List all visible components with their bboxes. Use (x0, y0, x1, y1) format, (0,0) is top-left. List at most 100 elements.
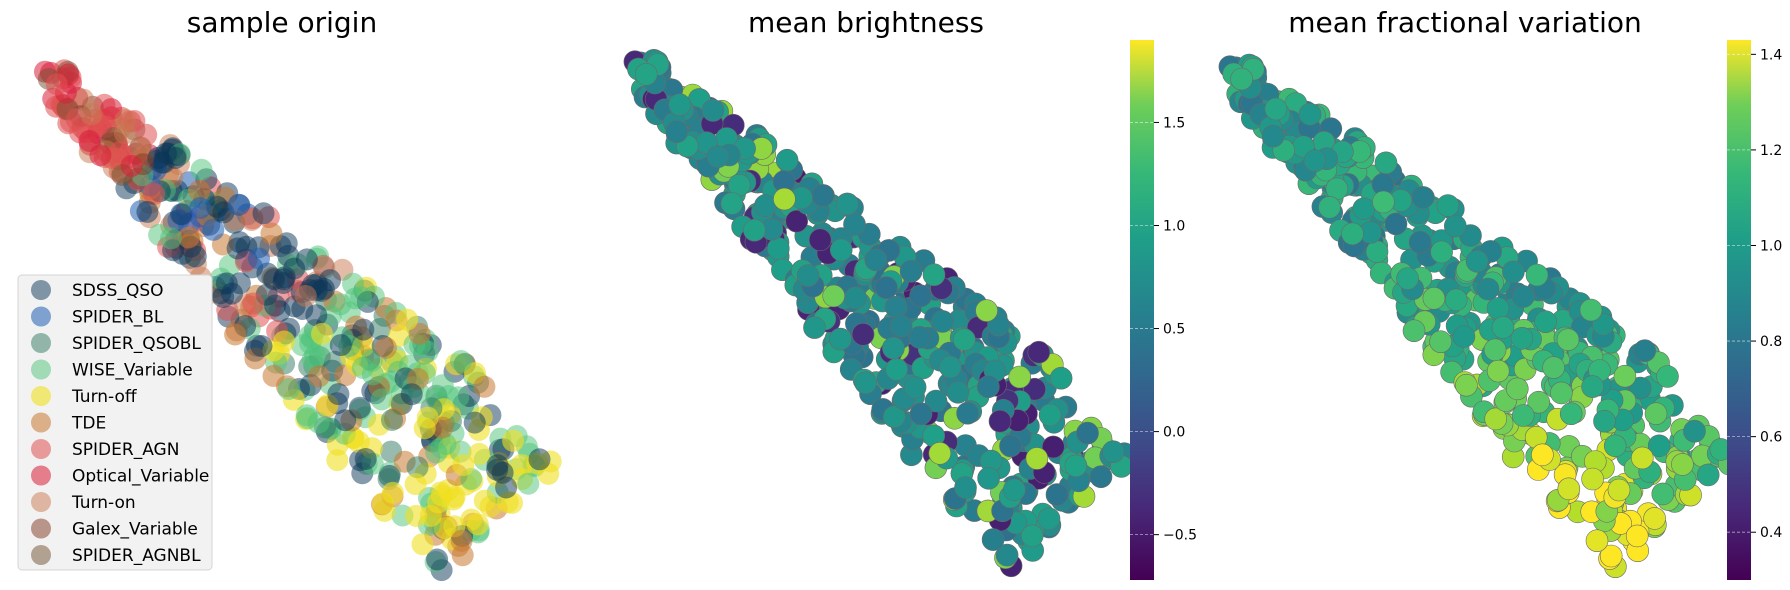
point (1557, 477, 1581, 501)
legend-marker (31, 492, 51, 512)
point (988, 409, 1012, 433)
point (307, 411, 330, 434)
point (1534, 310, 1557, 334)
point (120, 154, 143, 177)
point (851, 322, 875, 346)
point (450, 350, 472, 372)
legend-marker (31, 439, 51, 459)
legend-label: SPIDER_QSOBL (72, 334, 201, 354)
point (473, 489, 496, 512)
colorbar-tick-label: 0.6 (1760, 430, 1782, 446)
point (928, 441, 952, 465)
point (1683, 419, 1706, 443)
point (1038, 403, 1062, 427)
point (999, 434, 1022, 458)
point (1502, 260, 1525, 284)
point (1607, 478, 1631, 502)
point (426, 548, 449, 571)
legend-label: SPIDER_BL (72, 308, 164, 328)
point (743, 218, 766, 242)
point (1491, 316, 1515, 339)
point (1550, 381, 1573, 405)
point (1484, 407, 1507, 431)
point (273, 330, 296, 353)
point (1037, 507, 1061, 531)
point (1264, 97, 1288, 121)
point (785, 209, 809, 233)
sample-origin-panel: sample origin SDSS_QSO SPIDER_BL SPIDER_QS… (17, 6, 562, 582)
point (242, 292, 265, 315)
point (1396, 267, 1419, 290)
point (1542, 356, 1565, 379)
point (374, 336, 397, 359)
point (1656, 365, 1679, 388)
point (450, 529, 473, 552)
point (348, 396, 371, 419)
point (1506, 377, 1529, 401)
point (188, 179, 211, 202)
point (1411, 186, 1435, 209)
point (1045, 483, 1069, 506)
sample-origin-points (34, 59, 562, 582)
legend-marker (31, 412, 51, 433)
point (329, 293, 352, 316)
point (976, 375, 1000, 399)
point (1486, 359, 1510, 383)
panel-title: mean fractional variation (1288, 6, 1642, 39)
point (922, 263, 946, 287)
point (1593, 409, 1616, 433)
point (352, 318, 375, 341)
point (1465, 249, 1489, 273)
point (305, 304, 328, 327)
mean-brightness-colorbar: −0.5 0.0 0.5 1.0 1.5 (1130, 40, 1197, 580)
point (796, 264, 820, 287)
point (822, 284, 846, 308)
point (956, 401, 979, 425)
point (1647, 434, 1671, 458)
point (1027, 340, 1051, 364)
point (1064, 454, 1088, 478)
point (114, 109, 137, 132)
legend-marker (31, 518, 51, 539)
colorbar-tick-label: 0.0 (1163, 425, 1185, 441)
point (227, 193, 250, 216)
point (248, 247, 270, 270)
panel-title: sample origin (187, 6, 377, 39)
point (1444, 288, 1468, 312)
mean-fractional-variation-colorbar: 0.4 0.6 0.8 1.0 1.2 1.4 (1727, 40, 1782, 580)
point (1581, 375, 1604, 398)
legend-marker (31, 465, 51, 486)
point (517, 472, 540, 495)
point (811, 184, 835, 207)
colorbar-tick-label: 0.4 (1760, 525, 1782, 541)
legend-marker (31, 359, 51, 380)
point (706, 145, 730, 169)
point (1633, 339, 1656, 363)
point (381, 409, 403, 431)
legend: SDSS_QSO SPIDER_BL SPIDER_QSOBL WISE_Variab… (17, 274, 213, 571)
point (202, 218, 225, 241)
point (909, 284, 933, 308)
colorbar-tick-label: 1.2 (1760, 143, 1782, 159)
point (854, 371, 877, 395)
point (938, 355, 962, 379)
point (1298, 103, 1322, 126)
point (975, 299, 998, 322)
point (491, 461, 514, 484)
point (1512, 285, 1535, 308)
point (408, 322, 431, 345)
legend-label: Optical_Variable (72, 467, 209, 487)
point (1643, 507, 1666, 530)
point (326, 449, 349, 472)
point (327, 383, 350, 406)
point (754, 194, 777, 217)
point (1372, 190, 1395, 214)
legend-box (17, 274, 213, 571)
point (308, 365, 330, 388)
point (835, 192, 859, 216)
legend-marker (31, 333, 51, 353)
point (1430, 240, 1453, 264)
point (319, 269, 341, 292)
point (1628, 376, 1652, 400)
colorbar-tick-label: −0.5 (1163, 528, 1197, 544)
